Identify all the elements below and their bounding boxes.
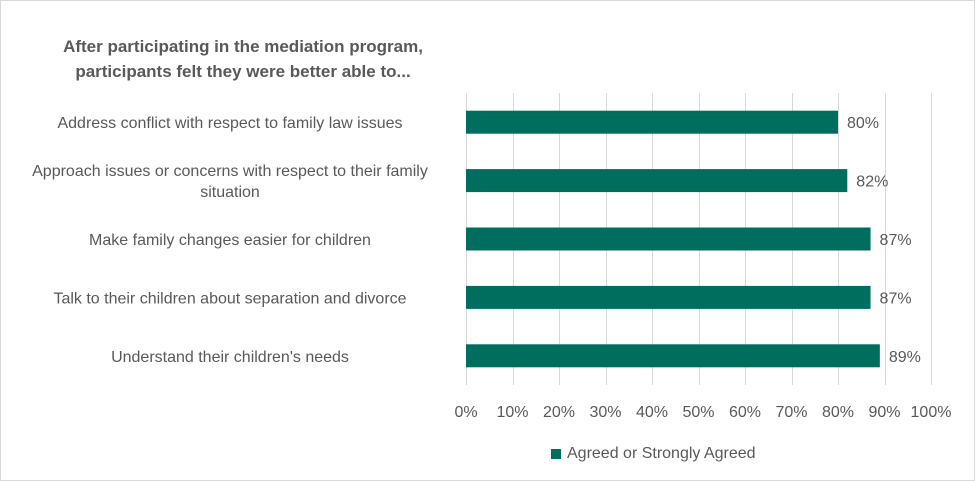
legend-label: Agreed or Strongly Agreed <box>567 445 756 462</box>
data-label: 87% <box>880 290 912 307</box>
category-label-line: situation <box>200 184 260 201</box>
category-label: Make family changes easier for children <box>89 232 371 249</box>
x-tick-label: 90% <box>868 404 900 421</box>
bar <box>466 110 838 134</box>
data-label: 82% <box>856 174 888 191</box>
legend-swatch <box>551 449 561 459</box>
category-label-line: Talk to their children about separation … <box>53 290 406 307</box>
bar <box>466 344 880 368</box>
bar <box>466 169 848 193</box>
category-label-line: Understand their children's needs <box>111 349 349 366</box>
x-tick-label: 20% <box>543 404 575 421</box>
x-tick-label: 30% <box>589 404 621 421</box>
x-tick-label: 80% <box>822 404 854 421</box>
x-tick-label: 70% <box>775 404 807 421</box>
data-label: 80% <box>847 115 879 132</box>
x-tick-label: 100% <box>911 404 952 421</box>
chart-title: After participating in the mediation pro… <box>63 37 423 81</box>
data-label: 89% <box>889 349 921 366</box>
category-label: Talk to their children about separation … <box>53 290 406 307</box>
x-tick-label: 10% <box>496 404 528 421</box>
category-label: Address conflict with respect to family … <box>57 115 402 132</box>
legend: Agreed or Strongly Agreed <box>551 445 756 463</box>
category-label: Understand their children's needs <box>111 349 349 366</box>
x-tick-label: 40% <box>636 404 668 421</box>
category-label: Approach issues or concerns with respect… <box>32 163 428 201</box>
bar <box>466 285 871 309</box>
x-tick-label: 60% <box>729 404 761 421</box>
category-label-line: Make family changes easier for children <box>89 232 371 249</box>
category-label-line: Address conflict with respect to family … <box>57 115 402 132</box>
x-tick-label: 50% <box>682 404 714 421</box>
data-label: 87% <box>880 232 912 249</box>
bar <box>466 227 871 251</box>
x-tick-label: 0% <box>454 404 477 421</box>
category-label-line: Approach issues or concerns with respect… <box>32 163 428 180</box>
